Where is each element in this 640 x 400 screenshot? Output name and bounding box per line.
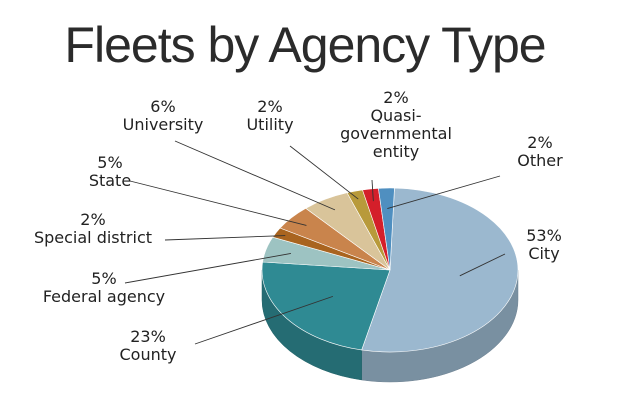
slice-label-utility: 2% Utility	[246, 97, 293, 134]
slice-label-state: 5% State	[89, 153, 131, 190]
leader-line	[371, 179, 374, 202]
leader-line	[194, 295, 334, 345]
pie-tops	[261, 187, 519, 353]
slice-label-city: 53% City	[526, 226, 562, 263]
slice-other	[378, 187, 395, 271]
leader-line	[174, 140, 336, 211]
leader-line	[164, 235, 286, 241]
leader-line	[459, 253, 506, 277]
slice-labels: 53% City 23% County 5% Federal agency 2% Specia…	[34, 88, 563, 364]
leader-line	[124, 253, 291, 284]
slice-label-federal-agency: 5% Federal agency	[43, 269, 165, 306]
leader-lines	[124, 140, 506, 345]
leader-line	[289, 145, 359, 200]
slice-county	[261, 261, 391, 351]
slice-label-other: 2% Other	[517, 133, 563, 170]
slice-label-university: 6% University	[123, 97, 204, 134]
leader-line	[387, 175, 501, 209]
leader-line	[129, 180, 307, 226]
slice-label-quasi-governmental-entity: 2% Quasi-governmental entity	[340, 88, 452, 161]
chart-title: Fleets by Agency Type	[64, 17, 545, 73]
slice-city	[361, 187, 519, 353]
slice-label-special-district: 2% Special district	[34, 210, 152, 247]
slice-label-county: 23% County	[120, 327, 177, 364]
